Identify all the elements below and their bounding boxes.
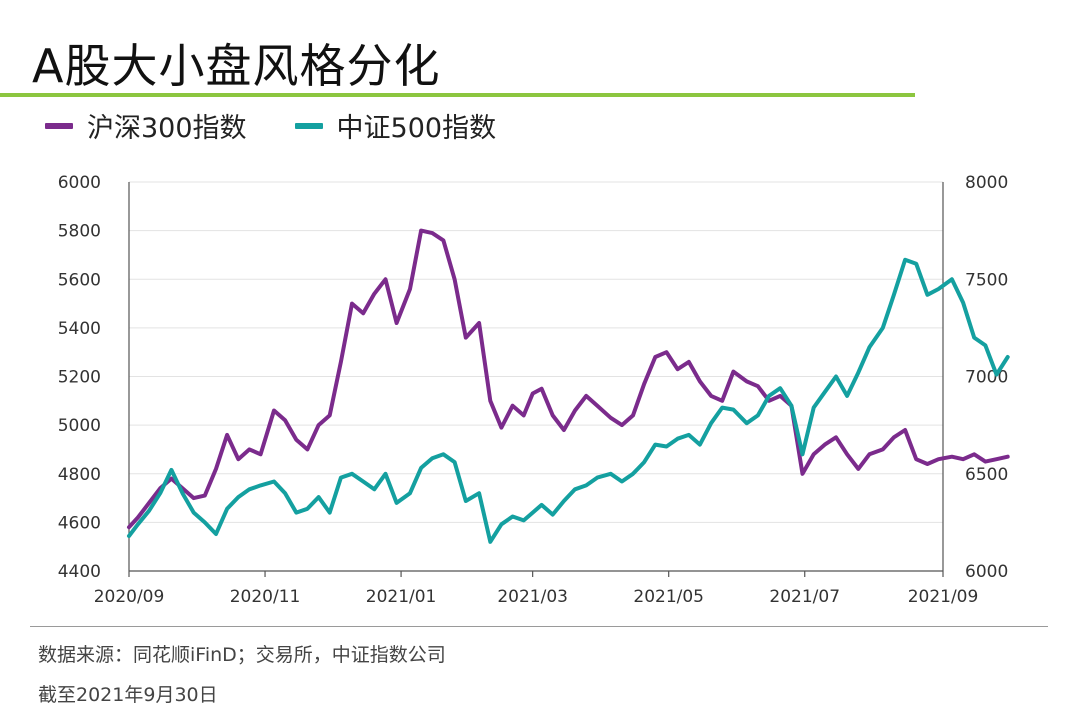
y-right-tick-label: 7500: [965, 270, 1008, 290]
x-tick-label: 2021/01: [366, 587, 437, 607]
x-tick-label: 2021/07: [769, 587, 840, 607]
line-chart: 4400 4600 4800 5000 5200 5400 5600 5800 6000 6000…: [58, 173, 1010, 607]
y-right-tick-label: 6500: [965, 465, 1008, 485]
as-of-date-note: 截至2021年9月30日: [38, 684, 218, 706]
footer-divider: [30, 626, 1048, 627]
y-right-tick-label: 6000: [965, 562, 1008, 582]
legend-label-csi500: 中证500指数: [336, 113, 497, 144]
y-left-tick-label: 4600: [58, 513, 101, 533]
y-left-tick-label: 6000: [58, 173, 101, 193]
series-line-hs300: [127, 228, 1010, 530]
y-left-tick-label: 4800: [58, 465, 101, 485]
y-left-tick-label: 5000: [58, 416, 101, 436]
y-left-tick-label: 5200: [58, 368, 101, 388]
series-line-csi500: [127, 257, 1010, 544]
legend-label-hs300: 沪深300指数: [87, 113, 247, 144]
y-left-tick-label: 5400: [58, 319, 101, 339]
x-tick-label: 2021/03: [497, 587, 568, 607]
legend-item-hs300: 沪深300指数: [45, 106, 247, 145]
y-left-tick-label: 5800: [58, 222, 101, 242]
y-right-tick-label: 7000: [965, 368, 1008, 388]
chart-legend: 沪深300指数 中证500指数: [45, 106, 544, 145]
data-source-note: 数据来源：同花顺iFinD；交易所，中证指数公司: [38, 644, 446, 666]
legend-swatch-csi500: [294, 122, 323, 129]
title-underline: [0, 93, 915, 97]
legend-swatch-hs300: [45, 122, 73, 129]
y-right-tick-label: 8000: [965, 173, 1008, 193]
y-left-tick-label: 5600: [58, 270, 101, 290]
x-tick-label: 2020/11: [230, 587, 301, 607]
x-tick-label: 2020/09: [94, 587, 165, 607]
legend-item-csi500: 中证500指数: [294, 106, 497, 145]
x-tick-label: 2021/05: [633, 587, 704, 607]
page-title: A股大小盘风格分化: [32, 39, 441, 93]
y-left-tick-label: 4400: [58, 562, 101, 582]
x-tick-label: 2021/09: [908, 587, 979, 607]
